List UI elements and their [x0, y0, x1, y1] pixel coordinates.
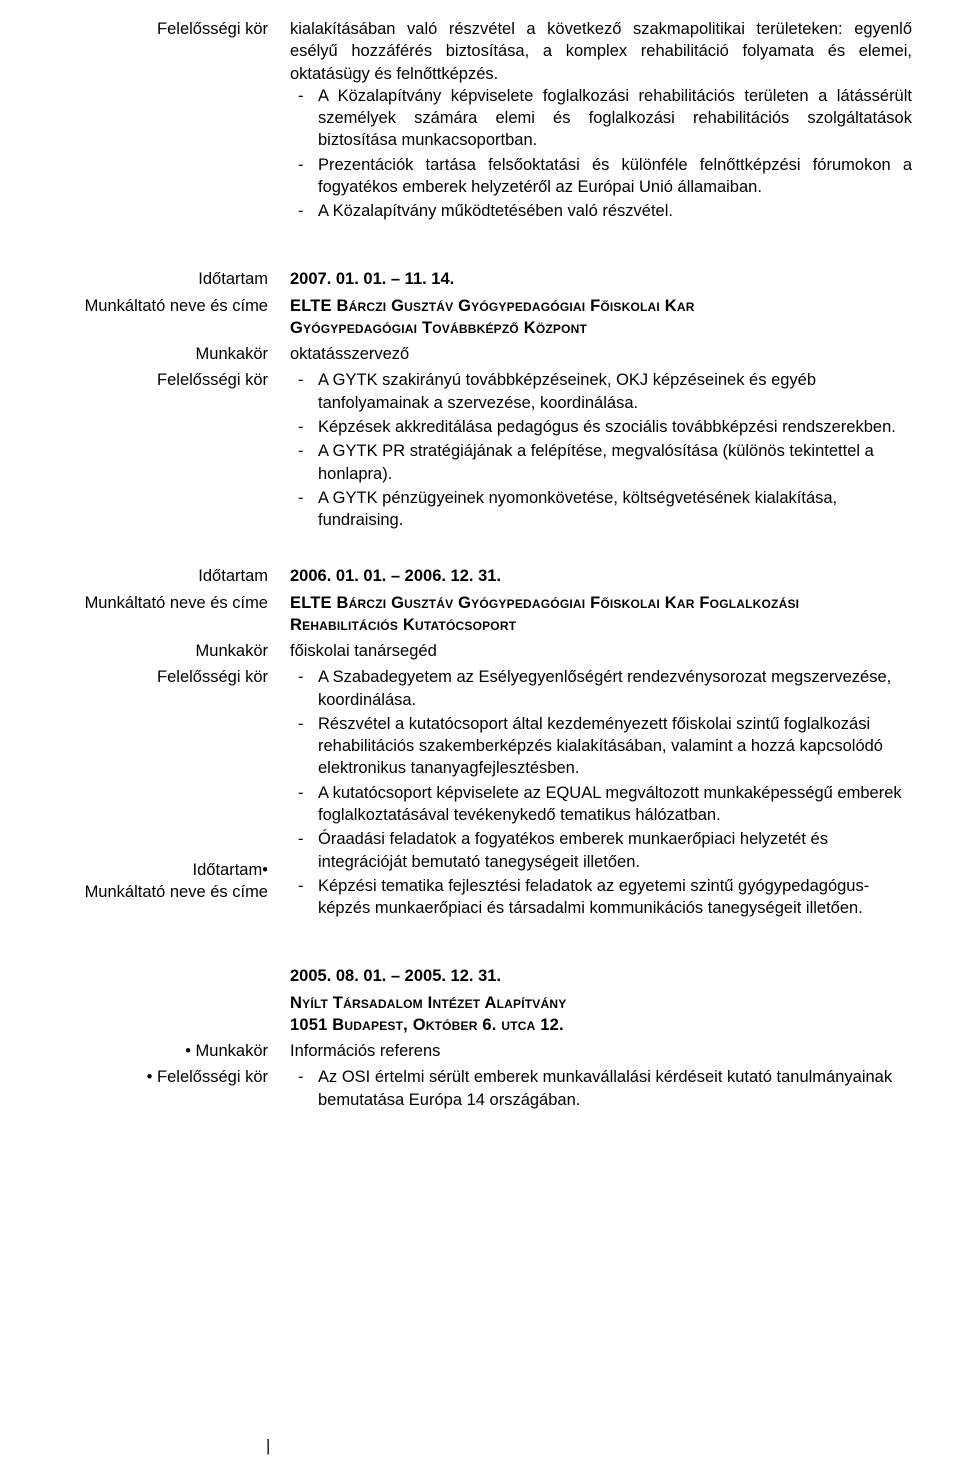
block2-resp: A Szabadegyetem az Esélyegyenlőségért re… — [290, 666, 912, 921]
block3-resp: Az OSI értelmi sérült emberek munkaválla… — [290, 1066, 912, 1113]
block2-date-row: Időtartam 2006. 01. 01. – 2006. 12. 31. — [48, 565, 912, 587]
block0-bullets: A Közalapítvány képviselete foglalkozási… — [290, 85, 912, 223]
block3-date-row: 2005. 08. 01. – 2005. 12. 31. — [48, 965, 912, 987]
block0-content: kialakításában való részvétel a következ… — [290, 18, 912, 224]
block0-row: Felelősségi kör kialakításában való rész… — [48, 18, 912, 224]
label-munkaltato-1: Munkáltató neve és címe — [48, 295, 290, 317]
block2-b3: A kutatócsoport képviselete az EQUAL meg… — [290, 782, 912, 827]
block1-b4: A GYTK pénzügyeinek nyomonkövetése, költ… — [290, 487, 912, 532]
block3-position: Információs referens — [290, 1040, 912, 1062]
label-felelossegi-2-text: Felelősségi kör — [157, 668, 268, 686]
block3-employer-line2: 1051 Budapest, Október 6. utca 12. — [290, 1014, 912, 1036]
block3-b1: Az OSI értelmi sérült emberek munkaválla… — [290, 1066, 912, 1111]
label-idotartam-1: Időtartam — [48, 268, 290, 290]
block3-position-row: • Munkakör Információs referens — [48, 1040, 912, 1062]
footer-pipe: | — [266, 1437, 270, 1456]
label-munkakor-bullet: • Munkakör — [48, 1040, 290, 1062]
gap-1 — [48, 228, 912, 268]
block1-resp-row: Felelősségi kör A GYTK szakirányú tovább… — [48, 369, 912, 533]
block2-employer-row: Munkáltató neve és címe ELTE Bárczi Gusz… — [48, 592, 912, 637]
label-felelossegi-1: Felelősségi kör — [48, 369, 290, 391]
block1-employer-line1: ELTE Bárczi Gusztáv Gyógypedagógiai Főis… — [290, 295, 912, 317]
block1-b1: A GYTK szakirányú továbbképzéseinek, OKJ… — [290, 369, 912, 414]
label-munkakor-2: Munkakör — [48, 640, 290, 662]
block2-position: főiskolai tanársegéd — [290, 640, 912, 662]
block3-bullets: Az OSI értelmi sérült emberek munkaválla… — [290, 1066, 912, 1111]
block2-b1: A Szabadegyetem az Esélyegyenlőségért re… — [290, 666, 912, 711]
label-idotartam-2: Időtartam — [48, 565, 290, 587]
block2-employer: ELTE Bárczi Gusztáv Gyógypedagógiai Főis… — [290, 592, 912, 637]
block1-position-row: Munkakör oktatásszervező — [48, 343, 912, 365]
label-munkaltato-2: Munkáltató neve és címe — [48, 592, 290, 614]
block3-date: 2005. 08. 01. – 2005. 12. 31. — [290, 965, 912, 987]
block2-label-spacer — [48, 689, 268, 859]
block2-b5: Képzési tematika fejlesztési feladatok a… — [290, 875, 912, 920]
block0-b3: A Közalapítvány működtetésében való rész… — [290, 200, 912, 222]
block1-employer-row: Munkáltató neve és címe ELTE Bárczi Gusz… — [48, 295, 912, 340]
block1-date-row: Időtartam 2007. 01. 01. – 11. 14. — [48, 268, 912, 290]
label-felelossegi-0: Felelősségi kör — [48, 18, 290, 40]
block2-bullets: A Szabadegyetem az Esélyegyenlőségért re… — [290, 666, 912, 919]
block1-b3: A GYTK PR stratégiájának a felépítése, m… — [290, 440, 912, 485]
block2-b2: Részvétel a kutatócsoport által kezdemén… — [290, 713, 912, 780]
label-felelossegi-bullet: • Felelősségi kör — [48, 1066, 290, 1088]
block3-employer: Nyílt Társadalom Intézet Alapítvány 1051… — [290, 992, 912, 1037]
block2-position-row: Munkakör főiskolai tanársegéd — [48, 640, 912, 662]
label-felelossegi-2: Felelősségi kör Időtartam• Munkáltató ne… — [48, 666, 290, 903]
block1-b2: Képzések akkreditálása pedagógus és szoc… — [290, 416, 912, 438]
block3-employer-line1: Nyílt Társadalom Intézet Alapítvány — [290, 992, 912, 1014]
block1-employer-line2: Gyógypedagógiai Továbbképző Központ — [290, 317, 912, 339]
block3-resp-row: • Felelősségi kör Az OSI értelmi sérült … — [48, 1066, 912, 1113]
label-munkakor-1: Munkakör — [48, 343, 290, 365]
block1-position: oktatásszervező — [290, 343, 912, 365]
block3-employer-row: Nyílt Társadalom Intézet Alapítvány 1051… — [48, 992, 912, 1037]
block1-resp: A GYTK szakirányú továbbképzéseinek, OKJ… — [290, 369, 912, 533]
block0-b2: Prezentációk tartása felsőoktatási és kü… — [290, 154, 912, 199]
block2-employer-line1: ELTE Bárczi Gusztáv Gyógypedagógiai Főis… — [290, 592, 912, 637]
page-container: Felelősségi kör kialakításában való rész… — [0, 0, 960, 1468]
block1-employer: ELTE Bárczi Gusztáv Gyógypedagógiai Főis… — [290, 295, 912, 340]
block1-date: 2007. 01. 01. – 11. 14. — [290, 268, 912, 290]
gap-3 — [48, 925, 912, 965]
block0-intro: kialakításában való részvétel a következ… — [290, 18, 912, 85]
block2-b4: Óraadási feladatok a fogyatékos emberek … — [290, 828, 912, 873]
label-munkaltato-3: Munkáltató neve és címe — [85, 883, 268, 901]
block2-resp-row: Felelősségi kör Időtartam• Munkáltató ne… — [48, 666, 912, 921]
label-idotartam-bullet: Időtartam• — [193, 861, 268, 879]
block1-bullets: A GYTK szakirányú továbbképzéseinek, OKJ… — [290, 369, 912, 531]
block0-b1: A Közalapítvány képviselete foglalkozási… — [290, 85, 912, 152]
gap-2 — [48, 537, 912, 565]
block2-date: 2006. 01. 01. – 2006. 12. 31. — [290, 565, 912, 587]
